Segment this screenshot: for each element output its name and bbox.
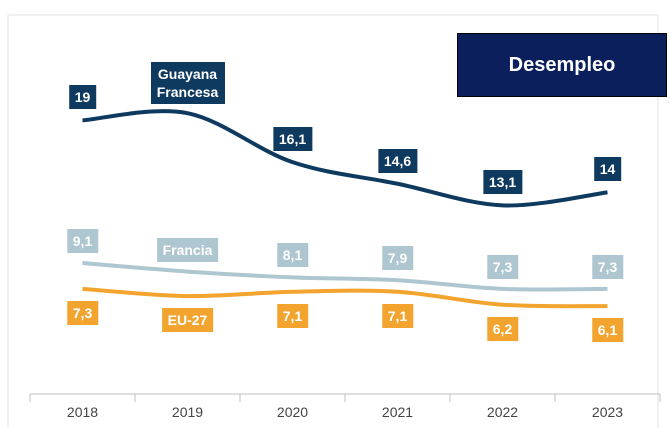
- data-label: 14,6: [377, 148, 418, 173]
- data-label: 7,3: [486, 254, 519, 279]
- x-tick-label: 2018: [66, 404, 99, 420]
- series-line: [82, 109, 608, 208]
- data-label: 16,1: [272, 127, 313, 152]
- x-tick-label: 2022: [486, 404, 519, 420]
- data-label: 7,1: [381, 303, 414, 328]
- data-label: 8,1: [276, 243, 309, 268]
- x-tick-label: 2023: [591, 404, 624, 420]
- x-tick-label: 2020: [276, 404, 309, 420]
- data-label: 7,1: [276, 303, 309, 328]
- data-label: 7,3: [591, 254, 624, 279]
- series-line: [82, 286, 608, 309]
- data-label: 6,1: [591, 318, 624, 343]
- data-label: 7,3: [66, 300, 99, 325]
- series-label: Guayana Francesa: [150, 62, 225, 104]
- x-tick-label: 2021: [381, 404, 414, 420]
- data-label: 6,2: [486, 316, 519, 341]
- x-tick-label: 2019: [171, 404, 204, 420]
- chart-title: Desempleo: [457, 33, 667, 97]
- data-label: 19: [68, 85, 97, 110]
- series-line: [82, 260, 608, 292]
- data-label: 13,1: [482, 170, 523, 195]
- data-label: 9,1: [66, 228, 99, 253]
- data-label: 14: [593, 157, 622, 182]
- frame: [7, 14, 659, 428]
- series-label: Francia: [156, 237, 219, 262]
- data-label: 7,9: [381, 246, 414, 271]
- series-label: EU-27: [161, 308, 214, 333]
